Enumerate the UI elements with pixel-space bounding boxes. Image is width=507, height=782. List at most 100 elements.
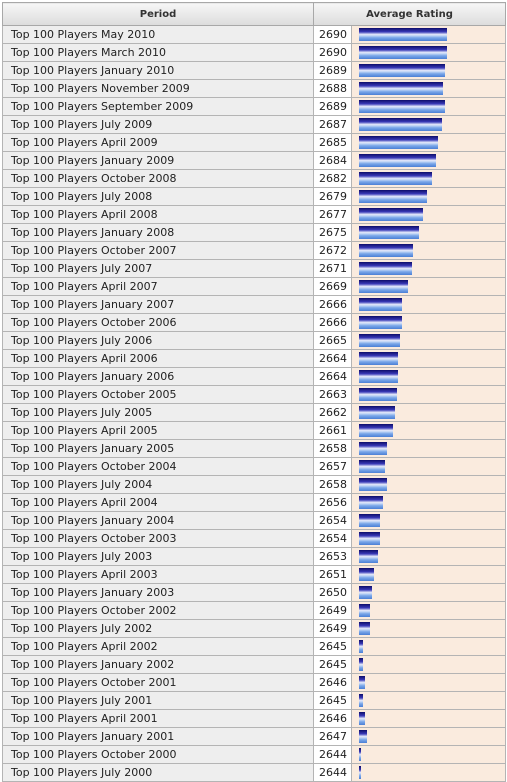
- rating-bar: [359, 514, 380, 527]
- rating-cell-content: 2685: [314, 134, 505, 151]
- rating-cell-content: 2689: [314, 62, 505, 79]
- rating-value: 2664: [314, 350, 352, 367]
- rating-cell-content: 2646: [314, 710, 505, 727]
- rating-cell-content: 2649: [314, 602, 505, 619]
- period-column-header[interactable]: Period: [2, 2, 314, 26]
- rating-bar-track: [352, 693, 505, 709]
- table-row: Top 100 Players November 2009 2688: [2, 79, 506, 98]
- rating-bar-track: [352, 333, 505, 349]
- rating-cell: 2654: [313, 511, 506, 530]
- table-row: Top 100 Players April 2006 2664: [2, 349, 506, 368]
- rating-value: 2662: [314, 404, 352, 421]
- rating-bar: [359, 712, 365, 725]
- rating-cell: 2687: [313, 115, 506, 134]
- rating-bar: [359, 262, 412, 275]
- rating-cell-content: 2663: [314, 386, 505, 403]
- rating-bar-track: [352, 639, 505, 655]
- rating-cell: 2645: [313, 691, 506, 710]
- rating-cell-content: 2672: [314, 242, 505, 259]
- rating-cell: 2657: [313, 457, 506, 476]
- table-row: Top 100 Players October 2003 2654: [2, 529, 506, 548]
- rating-cell: 2644: [313, 745, 506, 764]
- rating-bar: [359, 676, 365, 689]
- rating-bar: [359, 370, 398, 383]
- rating-value: 2688: [314, 80, 352, 97]
- rating-value: 2679: [314, 188, 352, 205]
- rating-value: 2658: [314, 440, 352, 457]
- rating-bar: [359, 118, 442, 131]
- rating-cell-content: 2645: [314, 638, 505, 655]
- rating-value: 2657: [314, 458, 352, 475]
- table-row: Top 100 Players April 2001 2646: [2, 709, 506, 728]
- period-label: Top 100 Players November 2009: [2, 79, 314, 98]
- rating-cell: 2675: [313, 223, 506, 242]
- rating-value: 2689: [314, 62, 352, 79]
- rating-bar: [359, 316, 402, 329]
- rating-bar-track: [352, 297, 505, 313]
- period-label: Top 100 Players January 2007: [2, 295, 314, 314]
- rating-cell-content: 2669: [314, 278, 505, 295]
- rating-cell: 2661: [313, 421, 506, 440]
- period-label: Top 100 Players July 2002: [2, 619, 314, 638]
- rating-bar: [359, 406, 395, 419]
- rating-bar-track: [352, 135, 505, 151]
- rating-cell-content: 2649: [314, 620, 505, 637]
- rating-cell: 2662: [313, 403, 506, 422]
- rating-bar-track: [352, 315, 505, 331]
- rating-value: 2684: [314, 152, 352, 169]
- period-label: Top 100 Players September 2009: [2, 97, 314, 116]
- rating-value: 2651: [314, 566, 352, 583]
- rating-bar: [359, 766, 361, 779]
- rating-bar-track: [352, 459, 505, 475]
- rating-value: 2645: [314, 656, 352, 673]
- rating-value: 2644: [314, 764, 352, 781]
- rating-bar-track: [352, 45, 505, 61]
- table-row: Top 100 Players September 2009 2689: [2, 97, 506, 116]
- rating-bar-track: [352, 405, 505, 421]
- rating-bar-track: [352, 747, 505, 763]
- rating-bar: [359, 352, 398, 365]
- table-row: Top 100 Players January 2001 2647: [2, 727, 506, 746]
- rating-cell-content: 2656: [314, 494, 505, 511]
- rating-bar: [359, 280, 408, 293]
- period-label: Top 100 Players July 2008: [2, 187, 314, 206]
- rating-bar: [359, 730, 367, 743]
- rating-bar-track: [352, 243, 505, 259]
- period-label: Top 100 Players March 2010: [2, 43, 314, 62]
- period-label: Top 100 Players January 2009: [2, 151, 314, 170]
- table-row: Top 100 Players May 2010 2690: [2, 25, 506, 44]
- rating-value: 2669: [314, 278, 352, 295]
- rating-column-header[interactable]: Average Rating: [313, 2, 506, 26]
- period-label: Top 100 Players July 2006: [2, 331, 314, 350]
- rating-bar-track: [352, 279, 505, 295]
- rating-cell-content: 2644: [314, 764, 505, 781]
- rating-cell: 2666: [313, 295, 506, 314]
- rating-bar: [359, 388, 397, 401]
- table-row: Top 100 Players April 2005 2661: [2, 421, 506, 440]
- rating-cell-content: 2677: [314, 206, 505, 223]
- table-row: Top 100 Players October 2008 2682: [2, 169, 506, 188]
- rating-value: 2644: [314, 746, 352, 763]
- table-row: Top 100 Players July 2008 2679: [2, 187, 506, 206]
- rating-value: 2656: [314, 494, 352, 511]
- rating-bar-track: [352, 153, 505, 169]
- rating-cell: 2663: [313, 385, 506, 404]
- rating-bar-track: [352, 513, 505, 529]
- rating-cell-content: 2687: [314, 116, 505, 133]
- rating-bar: [359, 334, 400, 347]
- period-label: Top 100 Players January 2004: [2, 511, 314, 530]
- rating-cell: 2650: [313, 583, 506, 602]
- table-row: Top 100 Players October 2001 2646: [2, 673, 506, 692]
- period-label: Top 100 Players July 2001: [2, 691, 314, 710]
- rating-cell: 2669: [313, 277, 506, 296]
- rating-value: 2665: [314, 332, 352, 349]
- rating-value: 2666: [314, 314, 352, 331]
- period-label: Top 100 Players October 2001: [2, 673, 314, 692]
- rating-value: 2649: [314, 602, 352, 619]
- rating-cell: 2685: [313, 133, 506, 152]
- table-row: Top 100 Players October 2004 2657: [2, 457, 506, 476]
- rating-value: 2646: [314, 674, 352, 691]
- period-label: Top 100 Players January 2003: [2, 583, 314, 602]
- rating-cell: 2647: [313, 727, 506, 746]
- rating-bar: [359, 46, 447, 59]
